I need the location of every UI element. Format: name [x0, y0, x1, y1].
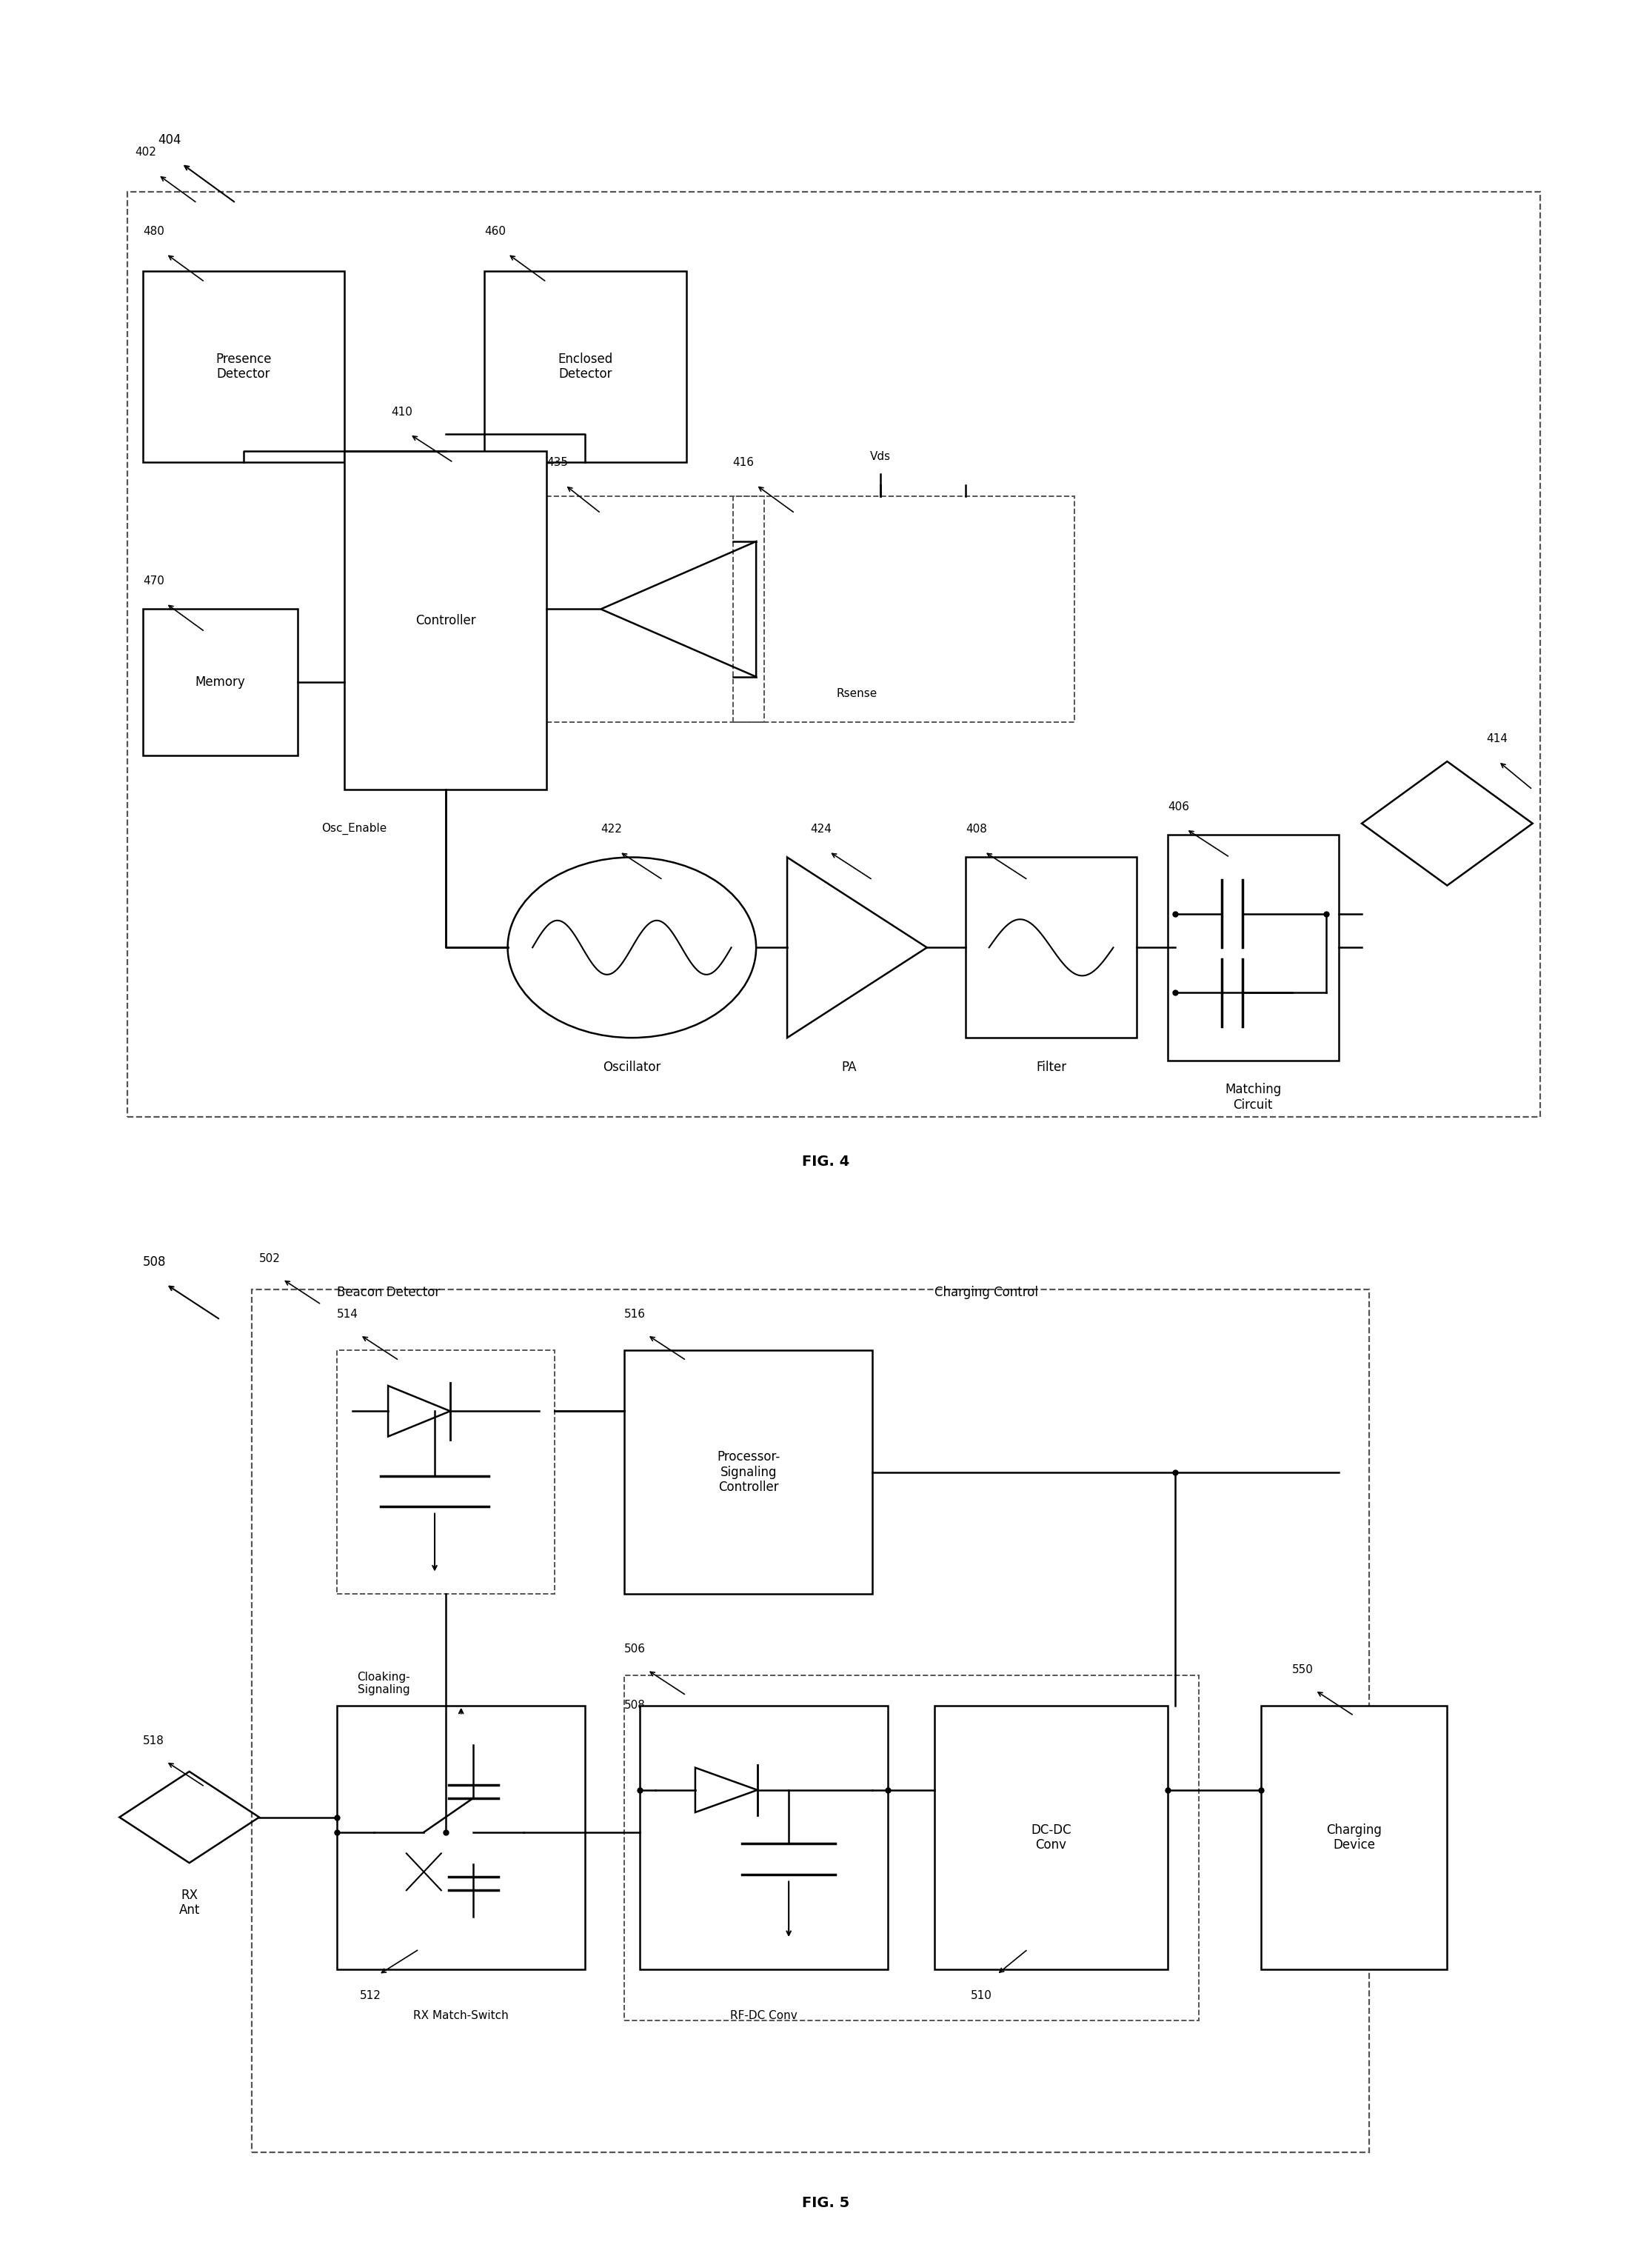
Text: Processor-
Signaling
Controller: Processor- Signaling Controller [717, 1451, 780, 1493]
Text: FIG. 4: FIG. 4 [803, 1155, 849, 1169]
Text: RF-DC Conv: RF-DC Conv [730, 2010, 798, 2021]
Bar [337, 1349, 555, 1593]
Text: Charging Control: Charging Control [935, 1286, 1039, 1299]
Text: FIG. 5: FIG. 5 [803, 2195, 849, 2211]
Text: RX
Ant: RX Ant [178, 1888, 200, 1918]
Bar [1260, 1706, 1447, 1969]
Text: 435: 435 [547, 458, 568, 469]
Text: Memory: Memory [195, 677, 246, 688]
Text: 506: 506 [624, 1645, 646, 1656]
Bar [484, 271, 686, 462]
Text: Cloaking-
Signaling: Cloaking- Signaling [357, 1672, 410, 1697]
Bar [547, 496, 763, 722]
Bar [337, 1706, 585, 1969]
Bar [1168, 835, 1338, 1060]
Text: 508: 508 [624, 1699, 646, 1710]
Bar [251, 1290, 1370, 2152]
Text: Enclosed
Detector: Enclosed Detector [558, 352, 613, 381]
Text: 514: 514 [337, 1308, 358, 1320]
Text: Osc_Enable: Osc_Enable [320, 823, 387, 835]
Bar [639, 1706, 889, 1969]
Text: 480: 480 [142, 226, 164, 237]
Bar [345, 451, 547, 790]
Text: 406: 406 [1168, 801, 1189, 812]
Text: 512: 512 [360, 1990, 382, 2001]
Bar [966, 857, 1137, 1038]
Text: 460: 460 [484, 226, 506, 237]
Text: 510: 510 [971, 1990, 991, 2001]
Text: Rsense: Rsense [836, 688, 877, 699]
Text: 416: 416 [733, 458, 755, 469]
Text: DC-DC
Conv: DC-DC Conv [1031, 1823, 1072, 1852]
Text: 424: 424 [811, 823, 833, 835]
Text: Oscillator: Oscillator [603, 1060, 661, 1074]
Bar [127, 192, 1540, 1117]
Text: 516: 516 [624, 1308, 646, 1320]
Bar [624, 1674, 1199, 2021]
Text: Matching
Circuit: Matching Circuit [1224, 1083, 1282, 1112]
Text: 408: 408 [966, 823, 988, 835]
Text: RX Match-Switch: RX Match-Switch [413, 2010, 509, 2021]
Text: Filter: Filter [1036, 1060, 1067, 1074]
Text: Vds: Vds [871, 451, 890, 462]
Text: Presence
Detector: Presence Detector [216, 352, 271, 381]
Bar [624, 1349, 872, 1593]
Text: 502: 502 [259, 1252, 281, 1263]
Text: 410: 410 [392, 406, 413, 417]
Text: Beacon Detector: Beacon Detector [337, 1286, 439, 1299]
Text: 402: 402 [135, 147, 157, 158]
Bar [142, 609, 297, 756]
Text: 414: 414 [1487, 733, 1507, 744]
Text: 508: 508 [142, 1257, 167, 1268]
Text: Controller: Controller [415, 614, 476, 627]
Text: 518: 518 [142, 1735, 164, 1746]
Bar [142, 271, 345, 462]
Text: 550: 550 [1292, 1665, 1313, 1674]
Text: 470: 470 [142, 575, 164, 587]
Text: 422: 422 [601, 823, 623, 835]
Text: PA: PA [843, 1060, 857, 1074]
Text: 404: 404 [159, 133, 182, 147]
Bar [733, 496, 1074, 722]
Bar [935, 1706, 1168, 1969]
Text: Charging
Device: Charging Device [1327, 1823, 1381, 1852]
